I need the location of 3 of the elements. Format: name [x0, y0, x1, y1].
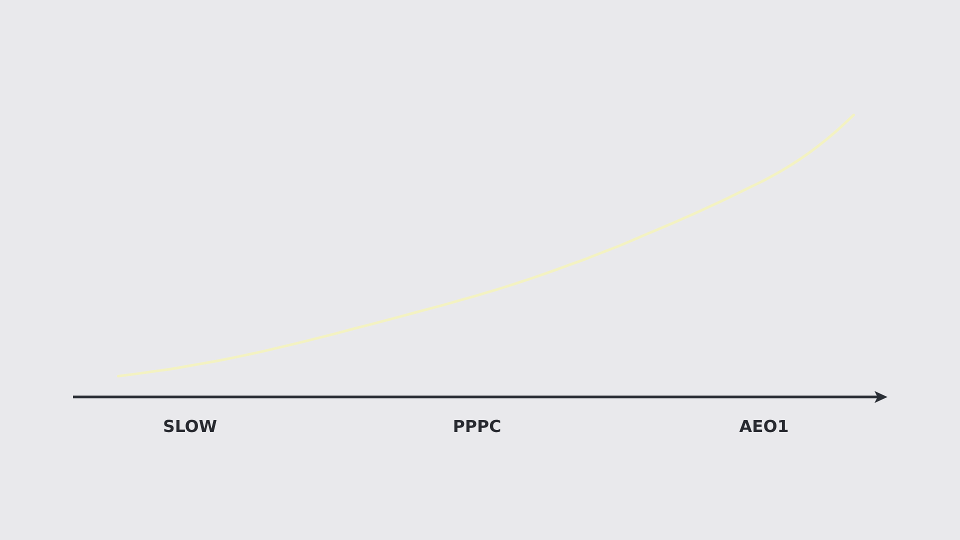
x-tick-label: PPPC — [454, 420, 500, 432]
x-tick-label: SLOW — [164, 420, 217, 432]
x-tick-label: AEO1 — [739, 420, 788, 432]
